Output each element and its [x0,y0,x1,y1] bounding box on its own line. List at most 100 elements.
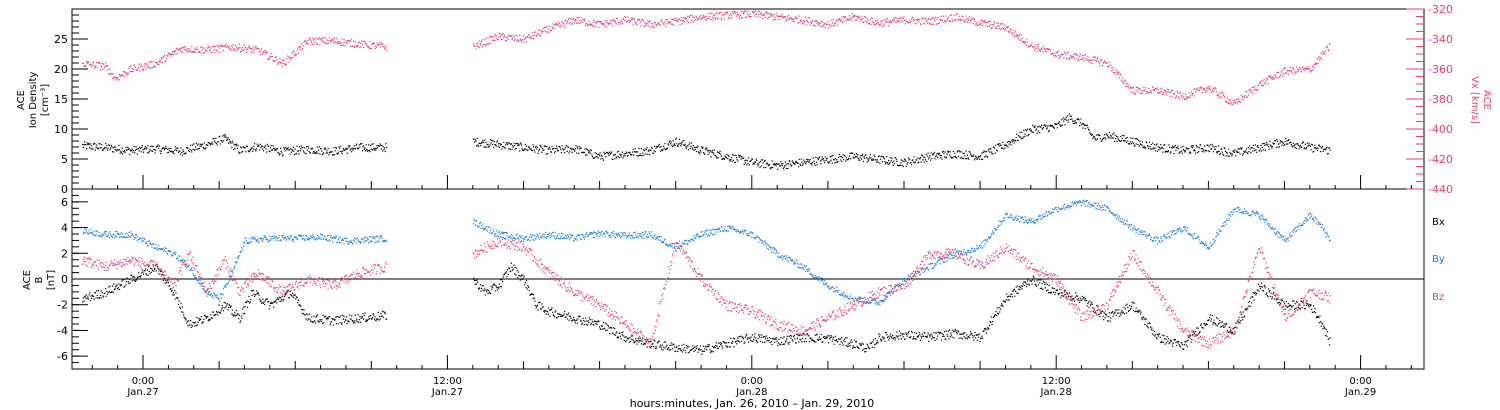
velocity-point [949,20,951,22]
velocity-point [479,40,481,42]
bx-point [677,348,679,350]
density-point [506,142,508,144]
velocity-point [269,56,272,58]
density-point [792,161,794,163]
density-point [648,149,650,151]
bx-point [523,275,525,277]
bx-point [221,305,223,307]
velocity-point [633,17,635,20]
density-point [381,145,383,147]
velocity-point [654,22,656,24]
bx-point [162,279,164,281]
density-point [572,148,574,150]
density-point [276,148,278,150]
bx-point [82,297,84,299]
density-point [685,146,687,148]
bx-point [295,298,297,300]
velocity-point [208,46,210,48]
velocity-point [1217,93,1219,95]
bx-point [666,344,668,346]
density-point [981,152,983,154]
density-point [678,143,680,145]
density-point [841,157,844,159]
bx-point [560,315,563,317]
density-point [1161,146,1163,148]
density-point [978,155,980,158]
velocity-point [553,28,555,30]
density-point [567,146,570,148]
velocity-point [108,74,110,76]
velocity-point [82,62,84,64]
density-point [788,163,790,165]
velocity-point [930,18,932,21]
velocity-point [1035,44,1037,46]
density-point [733,154,735,156]
bx-point [477,281,479,283]
velocity-point [482,46,484,48]
velocity-point [1039,50,1041,52]
velocity-point [1281,69,1283,72]
velocity-point [1158,92,1161,94]
bx-point [287,289,289,291]
velocity-point [174,51,176,53]
density-point [756,163,759,165]
bx-point [706,349,708,351]
velocity-point [542,31,544,33]
velocity-point [622,17,624,19]
density-point [1120,140,1123,142]
density-point [934,158,936,160]
density-point [162,147,164,149]
density-point [1194,150,1196,152]
density-point [1131,141,1133,143]
bx-point [174,290,176,292]
bx-point [382,310,384,313]
density-point [160,152,162,154]
velocity-point [368,47,370,49]
density-point [489,144,491,146]
density-point [1301,146,1303,148]
velocity-point [885,18,887,20]
velocity-point [1000,28,1002,30]
velocity-point [901,17,903,19]
velocity-point [652,23,654,25]
density-point [562,149,564,151]
density-point [85,144,87,146]
bx-point [342,318,344,320]
velocity-point [1198,87,1200,89]
bx-point [515,274,517,276]
density-point [970,153,972,155]
bx-point [742,338,745,340]
bx-point [810,337,812,339]
velocity-point [149,67,151,69]
velocity-point [203,52,205,54]
legend-bx: Bx [1432,217,1445,228]
density-point [1271,146,1273,148]
density-point [939,154,941,157]
bx-point [616,331,618,333]
velocity-point [1323,52,1325,54]
velocity-point [1233,100,1235,102]
bx-point [747,337,749,339]
velocity-point [820,25,822,27]
velocity-point [497,39,499,41]
velocity-point [1316,63,1318,65]
density-point [548,146,551,148]
velocity-point [1091,62,1093,64]
bx-point [563,313,565,315]
density-point [1004,144,1006,146]
density-point [826,157,828,159]
density-point [1202,148,1204,150]
velocity-point [602,23,604,25]
velocity-point [1145,92,1147,94]
density-point [942,151,944,153]
velocity-point [552,27,554,29]
density-point [511,148,513,150]
density-point [178,150,180,152]
velocity-point [781,13,783,15]
bx-point [538,302,540,304]
top-left-tick-label: 15 [54,93,68,106]
density-point [1278,143,1280,145]
density-point [288,149,290,151]
bx-point [774,337,776,339]
bx-point [580,320,582,322]
